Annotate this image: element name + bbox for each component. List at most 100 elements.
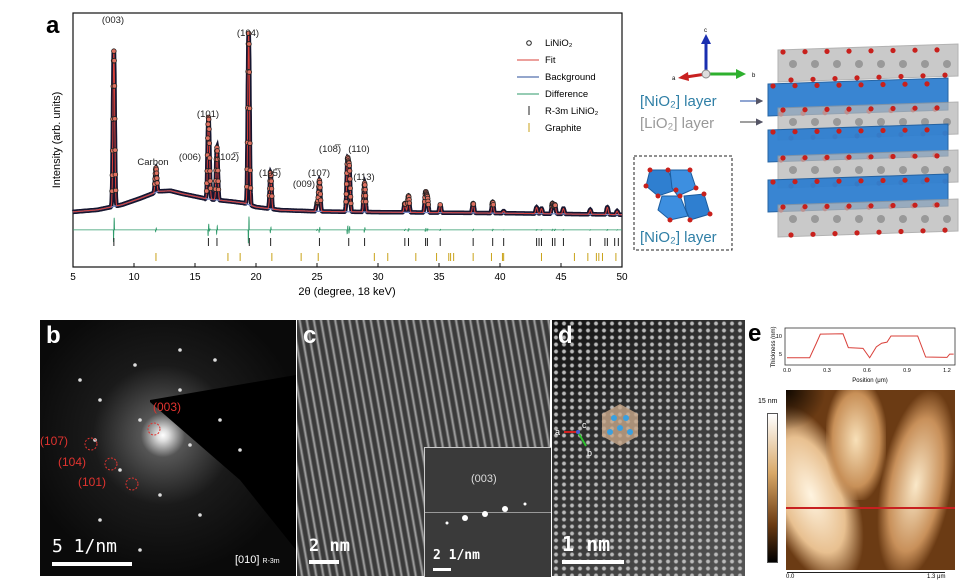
lithium-atom — [855, 118, 863, 126]
observed-point — [246, 105, 253, 112]
peak-label: (101) — [197, 109, 219, 120]
observed-point — [347, 176, 353, 182]
observed-point — [346, 168, 353, 174]
lithium-atom — [899, 166, 907, 174]
lithium-atom — [943, 166, 951, 174]
observed-point — [153, 170, 160, 176]
observed-point — [154, 175, 160, 181]
oxygen-atom — [880, 127, 886, 134]
afm-scale-bar — [787, 572, 945, 573]
observed-point — [214, 156, 221, 163]
oxygen-atom — [868, 106, 874, 112]
svg-text:b: b — [752, 73, 756, 79]
lithium-atom — [921, 60, 929, 68]
highlighted-spot-circle — [147, 422, 161, 436]
peak-label: Carbon — [137, 157, 168, 168]
height-colorbar — [767, 413, 778, 563]
oxygen-atom — [802, 155, 808, 161]
x-tick-label: 10 — [128, 272, 140, 283]
profile-x-tick: 0.3 — [823, 368, 831, 374]
observed-point — [247, 167, 253, 174]
lithium-atom — [943, 215, 951, 223]
oxygen-atom — [876, 229, 882, 235]
lio2-layer-label: [LiO₂] layer — [640, 115, 714, 132]
observed-point — [207, 168, 213, 174]
observed-point — [346, 162, 353, 169]
oxygen-atom — [912, 202, 918, 208]
highlighted-spot-circle — [125, 477, 139, 491]
observed-point — [343, 199, 349, 205]
crystal-structure-illustration: c b a [NiO₂] layer [LiO₂] layer [NiO₂] l… — [633, 28, 959, 251]
observed-point — [214, 148, 220, 154]
oxygen-atom — [792, 179, 798, 185]
lithium-atom — [789, 118, 797, 126]
observed-point — [215, 167, 221, 174]
observed-point — [111, 48, 117, 54]
oxygen-atom — [898, 73, 904, 80]
y-axis-label: Intensity (arb. units) — [51, 92, 63, 189]
svg-text:a: a — [555, 427, 560, 437]
oxygen-atom — [912, 153, 918, 159]
lithium-atom — [921, 215, 929, 223]
lithium-atom — [877, 215, 885, 223]
layered-structure — [767, 43, 959, 238]
spot-label-003: (003) — [153, 400, 182, 414]
diffraction-spot — [213, 358, 217, 362]
peak-label: (104) — [237, 28, 259, 39]
observed-point — [268, 172, 274, 178]
legend-entry: Fit — [545, 55, 556, 66]
xrd-chart: 5 10 15 20 25 30 35 40 45 50 Intensity (arb. unit… — [51, 12, 628, 298]
oxygen-atom — [846, 106, 852, 112]
observed-point — [206, 155, 213, 161]
afm-height-image — [786, 390, 955, 570]
thickness-profile-chart: 0.0 0.3 0.6 0.9 1.2 5 10 Thickness (nm) Positi… — [771, 326, 956, 384]
highlighted-spot-circle — [104, 457, 118, 471]
oxygen-atom — [934, 153, 940, 159]
oxygen-atom — [846, 154, 852, 160]
observed-point — [112, 187, 119, 194]
oxygen-atom — [780, 155, 786, 161]
lithium-atom — [899, 215, 907, 223]
oxygen-atom — [802, 204, 808, 210]
afm-scale-start: 0.0 — [786, 574, 795, 580]
observed-point — [206, 126, 212, 132]
lithium-atom — [877, 166, 885, 174]
x-tick-label: 20 — [250, 272, 262, 283]
oxygen-atom — [792, 83, 798, 89]
oxygen-atom — [880, 81, 886, 88]
lithium-atom — [811, 60, 819, 68]
peak-label: (108̅) — [319, 144, 341, 155]
observed-point — [206, 116, 212, 123]
x-tick-label: 45 — [555, 272, 567, 283]
axis-triad: c b a — [672, 28, 756, 82]
observed-point — [269, 193, 275, 199]
observed-point — [268, 186, 275, 192]
nio2-inset-box: [NiO₂] layer — [633, 155, 733, 251]
svg-text:b: b — [587, 448, 592, 458]
lithium-atom — [877, 60, 885, 68]
oxygen-atom — [792, 129, 798, 135]
diffraction-spot — [158, 493, 162, 497]
observed-point — [207, 185, 214, 192]
oxygen-atom — [920, 228, 926, 234]
observed-point — [363, 198, 369, 205]
oxygen-atom — [920, 73, 926, 79]
observed-point — [317, 179, 323, 186]
lithium-atom — [811, 166, 819, 174]
plot-frame — [72, 12, 623, 268]
oxygen-atom — [780, 204, 786, 210]
legend-entry: Background — [545, 72, 596, 83]
observed-point — [112, 147, 118, 153]
oxygen-atom — [858, 128, 864, 134]
profile-x-label: Position (μm) — [852, 378, 887, 384]
observed-point — [317, 184, 323, 191]
oxygen-atom — [934, 105, 940, 111]
scale-bar-label: 5 1/nm — [52, 536, 118, 557]
panel-label-c: c — [303, 322, 317, 349]
peak-label: (003) — [102, 15, 124, 26]
observed-point — [246, 41, 252, 47]
oxygen-atom — [846, 203, 852, 209]
lithium-atom — [811, 215, 819, 223]
legend-entry: Difference — [545, 89, 588, 100]
